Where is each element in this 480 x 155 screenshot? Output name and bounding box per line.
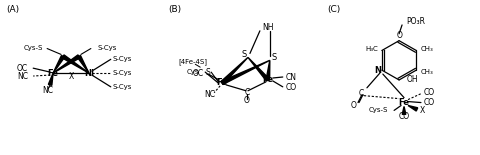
Text: NH: NH: [262, 23, 274, 32]
Text: Cys-S: Cys-S: [369, 107, 388, 113]
Text: CN: CN: [286, 73, 297, 82]
Polygon shape: [408, 106, 418, 111]
Polygon shape: [62, 55, 89, 73]
Text: CO: CO: [424, 88, 435, 97]
Text: S: S: [242, 50, 247, 59]
Text: C: C: [244, 88, 250, 97]
Text: Fe: Fe: [48, 69, 59, 78]
Polygon shape: [48, 73, 53, 85]
Polygon shape: [248, 57, 269, 81]
Text: NC: NC: [204, 90, 216, 99]
Text: O: O: [351, 101, 357, 110]
Text: CO: CO: [424, 98, 435, 107]
Text: H₃C: H₃C: [365, 46, 378, 51]
Text: X: X: [420, 106, 425, 115]
Text: (B): (B): [168, 5, 181, 14]
Text: O: O: [244, 96, 250, 105]
Text: CH₃: CH₃: [420, 69, 433, 75]
Text: Fe: Fe: [216, 78, 228, 87]
Text: PO₃R: PO₃R: [406, 17, 425, 26]
Polygon shape: [221, 57, 248, 84]
Text: Fe: Fe: [263, 75, 273, 84]
Text: CH₃: CH₃: [420, 46, 433, 51]
Text: NC: NC: [43, 86, 54, 95]
Text: NC: NC: [17, 71, 28, 81]
Text: Cys: Cys: [187, 69, 199, 75]
Text: N: N: [374, 66, 381, 75]
Polygon shape: [266, 60, 270, 80]
Text: S-Cys: S-Cys: [113, 56, 132, 62]
Text: S-Cys: S-Cys: [113, 70, 132, 76]
Text: S: S: [206, 68, 211, 77]
Polygon shape: [77, 55, 89, 73]
Polygon shape: [53, 55, 80, 73]
Text: OC: OC: [17, 64, 28, 73]
Text: S: S: [272, 53, 277, 62]
Text: [4Fe-4S]: [4Fe-4S]: [179, 58, 207, 65]
Text: CO: CO: [398, 112, 409, 121]
Text: OC: OC: [193, 69, 204, 78]
Text: O: O: [396, 31, 402, 40]
Text: X: X: [68, 71, 73, 81]
Text: OH: OH: [407, 75, 419, 84]
Text: Ni: Ni: [84, 69, 94, 78]
Text: S-Cys: S-Cys: [98, 44, 117, 51]
Text: C: C: [359, 89, 364, 98]
Polygon shape: [221, 60, 270, 84]
Text: (A): (A): [6, 5, 20, 14]
Text: (C): (C): [327, 5, 341, 14]
Text: Cys-S: Cys-S: [24, 44, 43, 51]
Text: S-Cys: S-Cys: [113, 84, 132, 90]
Polygon shape: [53, 55, 65, 73]
Text: CO: CO: [286, 83, 297, 92]
Polygon shape: [402, 106, 406, 114]
Text: Fe: Fe: [398, 98, 409, 107]
